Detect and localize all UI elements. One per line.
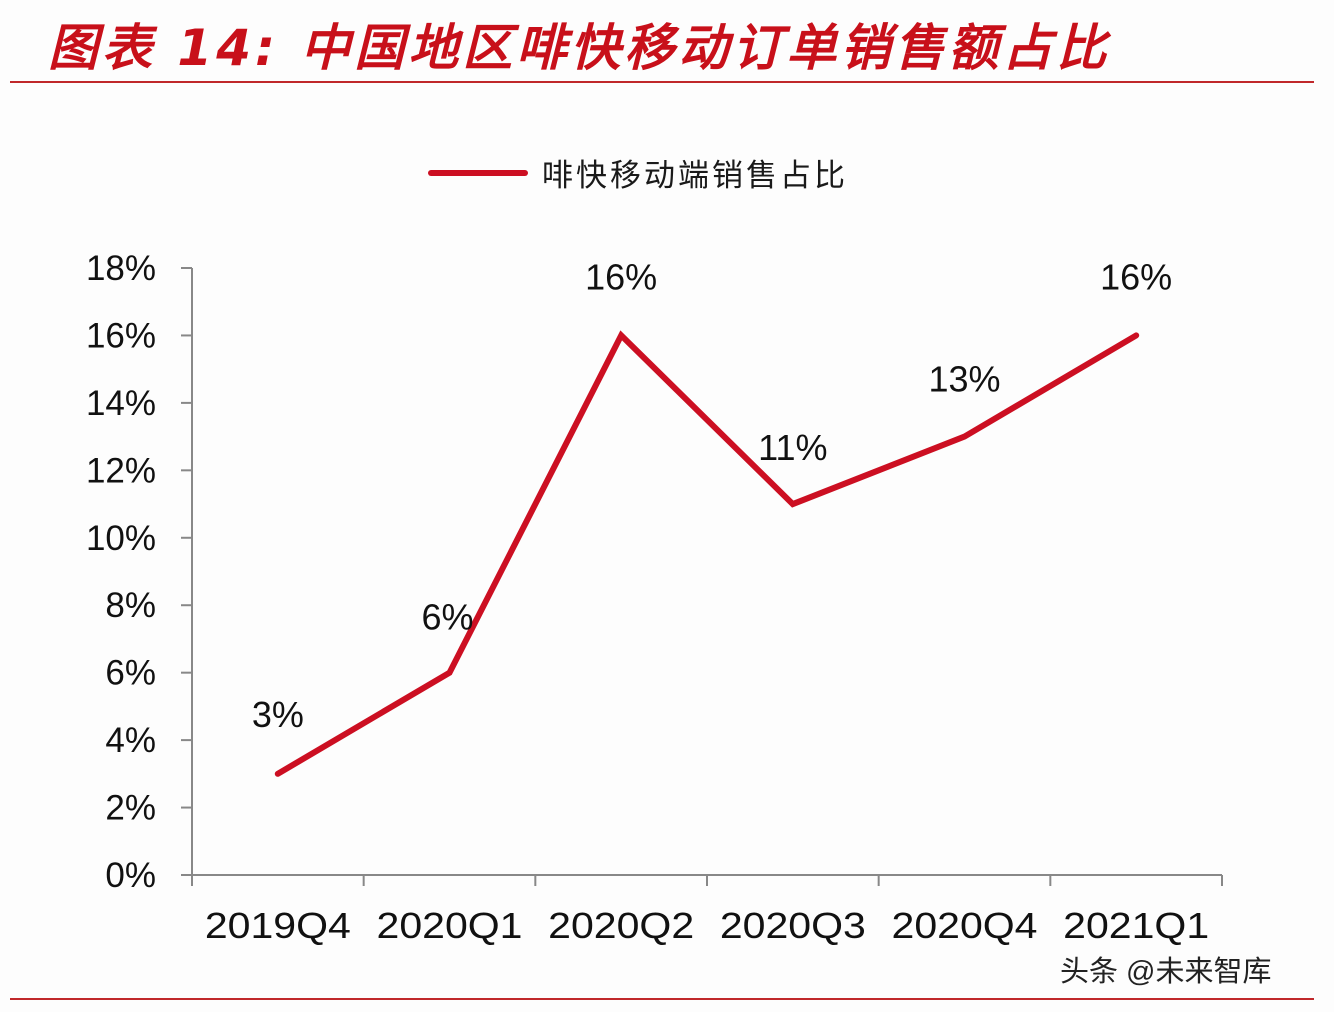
data-label: 11% bbox=[758, 427, 827, 468]
x-tick-label: 2021Q1 bbox=[1063, 905, 1209, 946]
legend-label: 啡快移动端销售占比 bbox=[542, 158, 848, 194]
y-tick-label: 16% bbox=[86, 316, 156, 355]
y-tick-label: 6% bbox=[105, 654, 156, 693]
data-label: 13% bbox=[928, 359, 1000, 400]
data-label: 3% bbox=[252, 694, 304, 735]
data-label: 16% bbox=[585, 256, 657, 297]
data-label: 16% bbox=[1100, 256, 1172, 297]
y-axis: 0% 2% 4% 6% 8% 10% 12% 14% 16% 18% bbox=[86, 249, 193, 895]
y-tick-label: 0% bbox=[105, 856, 156, 895]
x-tick-label: 2019Q4 bbox=[205, 905, 351, 946]
y-tick-label: 2% bbox=[105, 789, 156, 828]
x-tick-label: 2020Q4 bbox=[892, 905, 1038, 946]
x-axis: 2019Q4 2020Q1 2020Q2 2020Q3 2020Q4 2021Q1 bbox=[181, 874, 1223, 946]
y-tick-label: 10% bbox=[86, 519, 156, 558]
legend: 啡快移动端销售占比 bbox=[428, 150, 848, 195]
y-tick-label: 14% bbox=[86, 384, 156, 423]
x-tick-label: 2020Q3 bbox=[720, 905, 866, 946]
y-tick-label: 12% bbox=[86, 451, 156, 490]
x-tick-label: 2020Q2 bbox=[548, 905, 694, 946]
y-tick-label: 8% bbox=[105, 586, 156, 625]
data-labels: 3% 6% 16% 11% 13% 16% bbox=[252, 256, 1172, 734]
footer-divider bbox=[10, 998, 1314, 1000]
y-tick-label: 4% bbox=[105, 721, 156, 760]
title-divider bbox=[10, 81, 1314, 83]
data-label: 6% bbox=[421, 597, 473, 638]
chart-title: 图表 14: 中国地区啡快移动订单销售额占比 bbox=[48, 19, 1111, 77]
series-line bbox=[274, 330, 1140, 777]
legend-line-swatch bbox=[428, 169, 528, 176]
series-polyline bbox=[274, 330, 1140, 777]
y-tick-label: 18% bbox=[86, 249, 156, 288]
x-tick-label: 2020Q1 bbox=[377, 905, 523, 946]
watermark: 头条 @未来智库 bbox=[1060, 956, 1272, 988]
